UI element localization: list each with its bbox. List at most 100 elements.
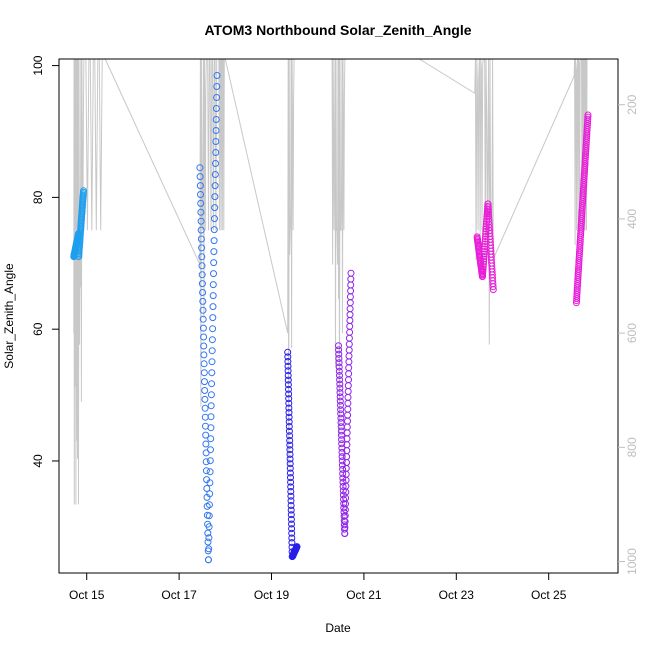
x-tick-label: Oct 23	[439, 588, 475, 602]
data-point	[344, 388, 352, 395]
data-point	[346, 328, 354, 336]
data-point	[205, 523, 213, 531]
data-point	[286, 450, 294, 458]
data-point	[337, 401, 344, 409]
data-point	[287, 515, 295, 523]
data-point	[285, 409, 293, 417]
data-point	[286, 437, 294, 444]
data-point	[208, 336, 216, 344]
data-point	[196, 173, 204, 181]
data-point	[480, 248, 488, 255]
data-point	[205, 545, 213, 553]
data-point	[339, 465, 347, 473]
data-point	[479, 270, 487, 278]
data-point	[207, 446, 214, 454]
data-point	[288, 525, 296, 533]
data-point	[287, 474, 294, 482]
data-point	[207, 435, 215, 443]
data-point	[201, 395, 209, 403]
data-point	[285, 423, 293, 430]
secondary-y-tick-label: 800	[625, 437, 639, 457]
data-point	[480, 250, 488, 258]
data-point	[347, 275, 355, 283]
data-point	[584, 111, 592, 119]
data-point	[339, 483, 347, 490]
secondary-y-tick-label: 1000	[625, 548, 639, 575]
data-point	[346, 317, 354, 324]
data-point	[338, 453, 346, 461]
data-point	[480, 260, 487, 268]
data-point	[336, 393, 344, 401]
data-point	[341, 530, 349, 537]
data-point	[344, 399, 352, 407]
data-point	[344, 393, 352, 401]
data-point	[584, 115, 592, 123]
secondary-trace-line	[73, 58, 588, 505]
data-point	[211, 182, 219, 190]
data-point	[200, 342, 208, 350]
data-point	[287, 502, 295, 509]
data-point	[338, 436, 346, 444]
data-point	[345, 358, 353, 366]
data-point	[335, 355, 343, 362]
data-point	[345, 364, 353, 372]
data-point	[197, 226, 205, 234]
data-point	[336, 376, 344, 384]
data-point	[482, 228, 490, 235]
data-point	[335, 342, 342, 350]
data-point	[345, 376, 352, 384]
y-tick-label: 100	[31, 55, 45, 75]
data-point	[284, 376, 292, 384]
data-point	[206, 479, 214, 487]
data-point	[335, 346, 343, 354]
data-point	[284, 353, 292, 361]
data-point	[198, 244, 206, 252]
data-point	[208, 380, 216, 388]
data-point	[80, 187, 87, 195]
data-point	[293, 543, 301, 551]
data-point	[206, 468, 214, 476]
data-point	[199, 315, 207, 323]
x-tick-label: Oct 19	[254, 588, 290, 602]
series-3	[284, 348, 301, 560]
data-point	[284, 367, 292, 375]
data-point	[206, 501, 213, 509]
data-point	[203, 485, 211, 492]
data-point	[207, 424, 215, 432]
data-point	[347, 287, 355, 295]
data-point	[200, 360, 208, 368]
data-point	[338, 457, 346, 465]
data-point	[346, 322, 354, 330]
data-point	[479, 265, 487, 273]
data-point	[210, 237, 218, 245]
data-point	[287, 488, 295, 495]
data-point	[346, 293, 354, 301]
data-point	[212, 116, 220, 123]
data-point	[337, 406, 345, 414]
data-point	[204, 529, 212, 537]
x-tick-label: Oct 25	[531, 588, 567, 602]
data-point	[212, 138, 220, 145]
data-point	[338, 440, 346, 448]
data-point	[284, 362, 292, 370]
data-point	[201, 378, 208, 386]
data-point	[211, 204, 219, 212]
data-point	[336, 389, 344, 397]
data-point	[337, 431, 345, 439]
data-point	[209, 292, 217, 300]
data-point	[336, 397, 344, 405]
data-point	[211, 171, 219, 178]
data-point	[483, 210, 491, 218]
data-point	[205, 556, 212, 564]
data-point	[336, 384, 344, 392]
y-axis-label: Solar_Zenith_Angle	[2, 263, 16, 369]
data-point	[200, 333, 208, 341]
data-point	[338, 448, 346, 456]
y-tick-label: 80	[31, 190, 45, 204]
data-point	[206, 490, 214, 498]
data-point	[345, 334, 353, 342]
data-point	[197, 208, 205, 216]
data-point	[213, 83, 221, 90]
data-point	[284, 348, 292, 356]
data-point	[208, 369, 216, 377]
